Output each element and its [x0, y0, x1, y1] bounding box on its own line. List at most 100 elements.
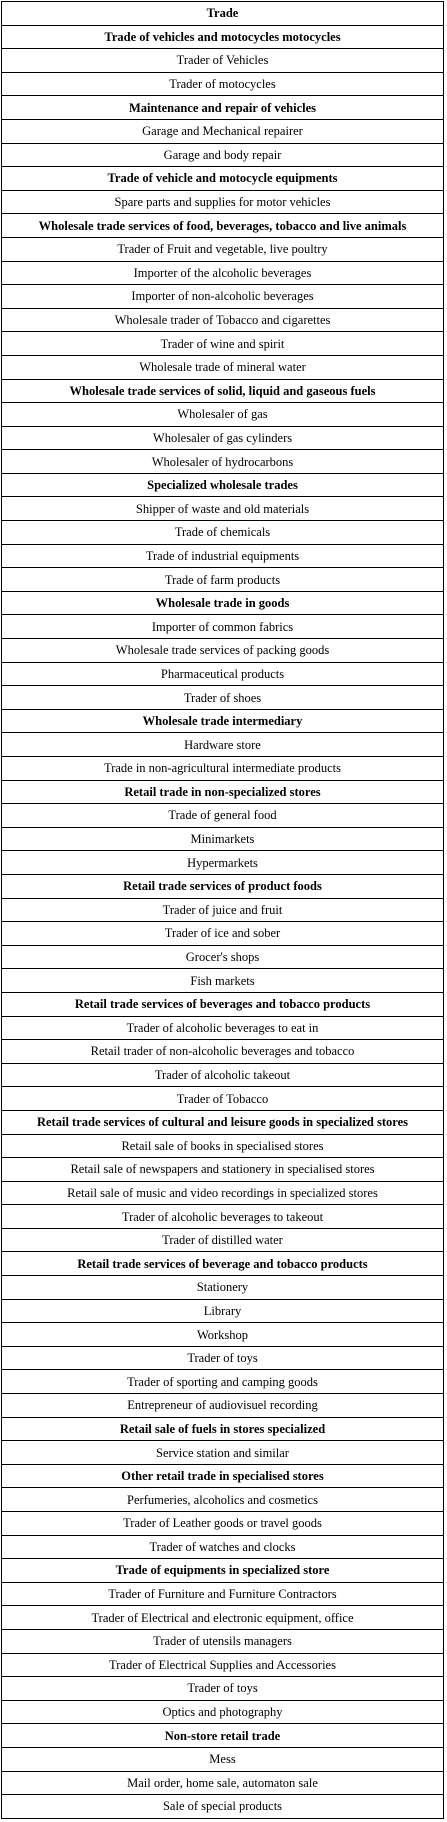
activity-cell: Trader of utensils managers [1, 1628, 444, 1654]
table-row: Trader of Vehicles [1, 48, 444, 73]
activity-cell: Trader of Electrical Supplies and Access… [1, 1652, 444, 1678]
table-row: Trader of Furniture and Furniture Contra… [1, 1581, 444, 1607]
category-row: Retail trade services of product foods [1, 873, 444, 899]
table-row: Trader of sporting and camping goods [1, 1369, 444, 1395]
table-row: Trader of ice and sober [1, 921, 444, 946]
table-row: Minimarkets [1, 826, 444, 852]
table-row: Wholesaler of gas cylinders [1, 425, 444, 451]
activity-cell: Mess [1, 1746, 444, 1772]
category-row: Wholesale trade services of food, bevera… [1, 213, 444, 238]
activity-cell: Retail trader of non-alcoholic beverages… [1, 1039, 444, 1064]
category-heading-cell: Trade of equipments in specialized store [1, 1558, 444, 1583]
activity-cell: Sale of special products [1, 1794, 444, 1819]
table-row: Trader of wine and spirit [1, 331, 444, 356]
activity-cell: Trader of toys [1, 1345, 444, 1371]
table-row: Shipper of waste and old materials [1, 496, 444, 522]
category-heading-cell: Wholesale trade intermediary [1, 708, 444, 734]
category-heading-cell: Specialized wholesale trades [1, 472, 444, 498]
table-row: Trader of shoes [1, 685, 444, 710]
activity-cell: Hypermarkets [1, 850, 444, 875]
category-heading-cell: Retail trade services of beverages and t… [1, 991, 444, 1017]
activity-cell: Trader of toys [1, 1676, 444, 1701]
table-row: Trade of chemicals [1, 520, 444, 545]
activity-cell: Trader of wine and spirit [1, 331, 444, 356]
category-row: Retail trade in non-specialized stores [1, 779, 444, 805]
table-row: Importer of the alcoholic beverages [1, 260, 444, 286]
activity-cell: Importer of the alcoholic beverages [1, 260, 444, 286]
category-row: Trade of equipments in specialized store [1, 1558, 444, 1583]
table-row: Trader of utensils managers [1, 1628, 444, 1654]
table-row: Trader of toys [1, 1345, 444, 1371]
activity-cell: Trade of industrial equipments [1, 543, 444, 569]
category-row: Retail trade services of beverages and t… [1, 991, 444, 1017]
table-row: Garage and Mechanical repairer [1, 118, 444, 144]
activity-cell: Trader of Vehicles [1, 48, 444, 73]
activity-cell: Minimarkets [1, 826, 444, 852]
activity-cell: Trader of Furniture and Furniture Contra… [1, 1581, 444, 1607]
table-row: Trader of Electrical Supplies and Access… [1, 1652, 444, 1678]
activity-cell: Retail sale of newspapers and stationery… [1, 1157, 444, 1182]
category-heading-cell: Wholesale trade services of food, bevera… [1, 213, 444, 238]
table-row: Wholesale trade of mineral water [1, 354, 444, 380]
category-heading-cell: Trade of vehicles and motocycles motocyc… [1, 24, 444, 50]
activity-cell: Retail sale of books in specialised stor… [1, 1133, 444, 1159]
activity-cell: Garage and Mechanical repairer [1, 118, 444, 144]
activity-cell: Trader of Electrical and electronic equi… [1, 1605, 444, 1630]
activity-cell: Spare parts and supplies for motor vehic… [1, 189, 444, 215]
table-row: Mail order, home sale, automaton sale [1, 1770, 444, 1796]
activity-cell: Trader of ice and sober [1, 921, 444, 946]
category-row: Wholesale trade in goods [1, 590, 444, 616]
activity-cell: Trader of sporting and camping goods [1, 1369, 444, 1395]
activity-cell: Optics and photography [1, 1699, 444, 1725]
table-row: Mess [1, 1746, 444, 1772]
table-row: Trade in non-agricultural intermediate p… [1, 756, 444, 781]
table-row: Importer of non-alcoholic beverages [1, 284, 444, 309]
activity-cell: Trader of alcoholic takeout [1, 1062, 444, 1088]
category-row: Retail trade services of cultural and le… [1, 1109, 444, 1135]
activity-cell: Trader of alcoholic beverages to eat in [1, 1015, 444, 1041]
category-heading-cell: Wholesale trade in goods [1, 590, 444, 616]
category-heading-cell: Wholesale trade services of solid, liqui… [1, 378, 444, 404]
table-row: Stationery [1, 1275, 444, 1300]
category-heading-cell: Trade [1, 1, 444, 26]
table-row: Trader of watches and clocks [1, 1534, 444, 1560]
category-row: Non-store retail trade [1, 1723, 444, 1748]
activity-cell: Wholesale trade services of packing good… [1, 638, 444, 663]
table-row: Wholesaler of gas [1, 402, 444, 427]
activity-cell: Trade of chemicals [1, 520, 444, 545]
activity-cell: Hardware store [1, 732, 444, 757]
activity-cell: Workshop [1, 1322, 444, 1347]
category-row: Maintenance and repair of vehicles [1, 95, 444, 120]
activity-cell: Trader of watches and clocks [1, 1534, 444, 1560]
category-row: Specialized wholesale trades [1, 472, 444, 498]
activity-cell: Shipper of waste and old materials [1, 496, 444, 522]
category-row: Wholesale trade services of solid, liqui… [1, 378, 444, 404]
table-row: Wholesaler of hydrocarbons [1, 449, 444, 474]
activity-cell: Trader of Fruit and vegetable, live poul… [1, 236, 444, 262]
category-row: Trade [1, 1, 444, 26]
table-row: Trader of alcoholic beverages to takeout [1, 1204, 444, 1229]
table-row: Trader of Tobacco [1, 1086, 444, 1111]
category-heading-cell: Retail trade services of product foods [1, 873, 444, 899]
activity-cell: Perfumeries, alcoholics and cosmetics [1, 1487, 444, 1512]
category-row: Trade of vehicle and motocycle equipment… [1, 166, 444, 191]
activity-cell: Importer of non-alcoholic beverages [1, 284, 444, 309]
category-row: Retail sale of fuels in stores specializ… [1, 1416, 444, 1442]
activity-cell: Retail sale of music and video recording… [1, 1180, 444, 1206]
table-row: Spare parts and supplies for motor vehic… [1, 189, 444, 215]
category-heading-cell: Non-store retail trade [1, 1723, 444, 1748]
table-row: Retail sale of music and video recording… [1, 1180, 444, 1206]
activity-cell: Importer of common fabrics [1, 614, 444, 640]
table-row: Wholesale trader of Tobacco and cigarett… [1, 307, 444, 333]
table-row: Trader of Electrical and electronic equi… [1, 1605, 444, 1630]
table-row: Retail trader of non-alcoholic beverages… [1, 1039, 444, 1064]
activity-cell: Service station and similar [1, 1440, 444, 1465]
table-row: Retail sale of newspapers and stationery… [1, 1157, 444, 1182]
category-heading-cell: Other retail trade in specialised stores [1, 1463, 444, 1489]
table-row: Trader of Leather goods or travel goods [1, 1511, 444, 1536]
activity-cell: Trader of distilled water [1, 1227, 444, 1253]
activity-cell: Trader of Tobacco [1, 1086, 444, 1111]
